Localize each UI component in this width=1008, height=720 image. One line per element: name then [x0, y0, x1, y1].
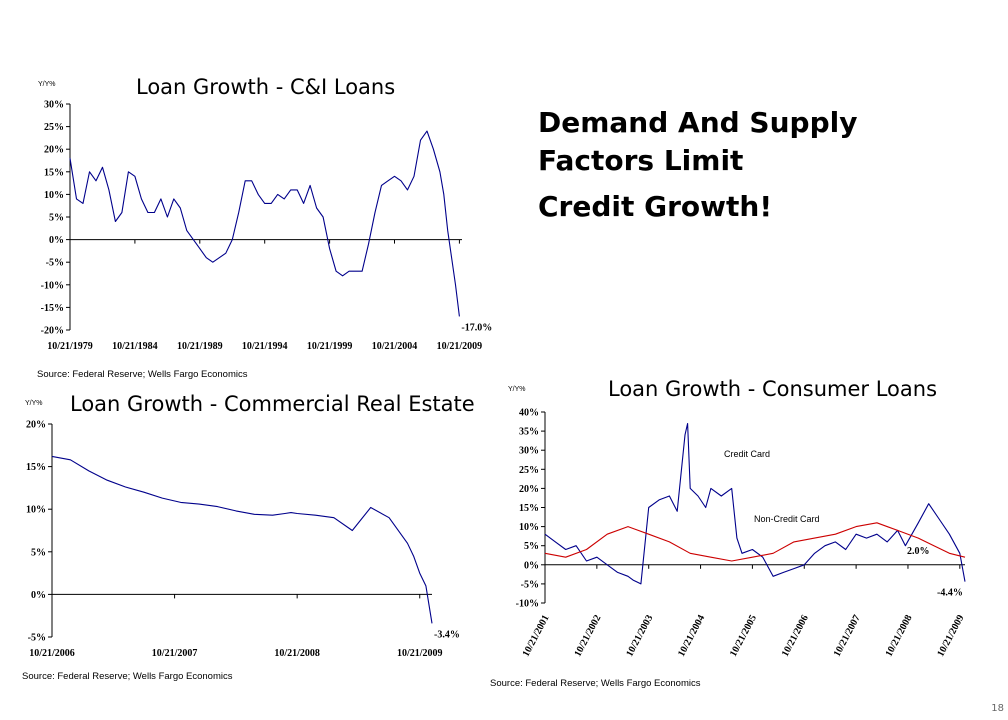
ci-x-tick-label: 10/21/1989: [177, 341, 223, 352]
ci-y-tick-label: 20%: [44, 145, 64, 156]
consumer-source: Source: Federal Reserve; Wells Fargo Eco…: [490, 678, 701, 689]
cre-x-tick-label: 10/21/2008: [274, 648, 320, 659]
consumer-x-tick-label: 10/21/2004: [676, 613, 707, 658]
cre-x-tick-label: 10/21/2007: [152, 648, 198, 659]
ci-y-tick-label: -15%: [41, 303, 64, 314]
ci-unit-label: Y/Y%: [38, 81, 56, 88]
consumer-chart-title: Loan Growth - Consumer Loans: [608, 377, 938, 401]
ci-source: Source: Federal Reserve; Wells Fargo Eco…: [37, 369, 248, 380]
cre-x-tick-label: 10/21/2006: [29, 648, 75, 659]
cre-source: Source: Federal Reserve; Wells Fargo Eco…: [22, 671, 233, 682]
ci-series-line-0: [69, 130, 460, 317]
ci-chart-title: Loan Growth - C&I Loans: [136, 75, 396, 99]
cre-plot: 20% 15% 10% 5% 0% -5% 10/21/2006 10/21/2007 10/2…: [26, 420, 460, 660]
consumer-y-tick-label: 5%: [524, 541, 539, 552]
cre-unit-label: Y/Y%: [25, 400, 43, 407]
ci-end-label: -17.0%: [461, 322, 492, 333]
consumer-x-tick-label: 10/21/2003: [624, 613, 655, 658]
cre-x-tick-label: 10/21/2009: [397, 648, 443, 659]
headline: Demand And Supply Factors Limit Credit G…: [538, 104, 968, 226]
ci-y-tick-label: -10%: [41, 280, 64, 291]
ci-x-tick-label: 10/21/2004: [372, 341, 418, 352]
ci-y-tick-label: 10%: [44, 190, 64, 201]
consumer-unit-label: Y/Y%: [508, 386, 526, 393]
ci-x-tick-label: 10/21/1999: [307, 341, 353, 352]
consumer-x-tick-label: 10/21/2001: [521, 613, 552, 658]
ci-y-tick-label: 0%: [49, 235, 64, 246]
consumer-series-name-0: Credit Card: [724, 449, 770, 459]
consumer-x-tick-label: 10/21/2007: [832, 613, 863, 658]
headline-line-2: Credit Growth!: [538, 190, 773, 223]
consumer-series-end-label-0: -4.4%: [937, 587, 963, 598]
consumer-x-tick-label: 10/21/2005: [728, 613, 759, 658]
ci-x-tick-label: 10/21/2009: [437, 341, 483, 352]
cre-chart-title: Loan Growth - Commercial Real Estate: [70, 392, 475, 416]
consumer-plot: 40% 35% 30% 25% 20% 15% 10% 5% 0% -5% -10% 10/21/20…: [516, 408, 967, 659]
ci-y-tick-label: -5%: [46, 258, 64, 269]
consumer-y-tick-label: 15%: [519, 503, 539, 514]
headline-line-1: Demand And Supply Factors Limit: [538, 106, 858, 177]
ci-x-tick-label: 10/21/1979: [47, 341, 93, 352]
consumer-y-tick-label: 20%: [519, 484, 539, 495]
consumer-y-tick-label: 10%: [519, 522, 539, 533]
cre-y-tick-label: 0%: [31, 590, 46, 601]
page-number: 18: [991, 703, 1004, 714]
consumer-series-end-label-1: 2.0%: [907, 546, 930, 557]
cre-y-tick-label: -5%: [28, 633, 46, 644]
ci-x-tick-label: 10/21/1984: [112, 341, 158, 352]
consumer-x-tick-label: 10/21/2008: [884, 613, 915, 658]
ci-y-tick-label: 25%: [44, 122, 64, 133]
cre-end-label: -3.4%: [434, 629, 460, 640]
ci-x-tick-label: 10/21/1994: [242, 341, 288, 352]
ci-y-tick-label: 30%: [44, 100, 64, 111]
ci-y-tick-label: 15%: [44, 167, 64, 178]
cre-y-tick-label: 20%: [26, 420, 46, 431]
cre-y-tick-label: 10%: [26, 505, 46, 516]
ci-plot: 30% 25% 20% 15% 10% 5% 0% -5% -10% -15% -20% 10/21/…: [41, 100, 493, 353]
consumer-y-tick-label: -10%: [516, 599, 539, 610]
consumer-x-tick-label: 10/21/2009: [935, 613, 966, 658]
cre-y-tick-label: 15%: [26, 462, 46, 473]
consumer-x-tick-label: 10/21/2002: [572, 613, 603, 658]
cre-series-line-0: [51, 455, 433, 624]
ci-y-tick-label: -20%: [41, 326, 64, 337]
consumer-x-tick-label: 10/21/2006: [780, 613, 811, 658]
consumer-series-line-0: [544, 422, 966, 585]
consumer-y-tick-label: 30%: [519, 446, 539, 457]
consumer-y-tick-label: 35%: [519, 427, 539, 438]
consumer-y-tick-label: 0%: [524, 560, 539, 571]
ci-y-tick-label: 5%: [49, 213, 64, 224]
consumer-y-tick-label: -5%: [521, 579, 539, 590]
cre-y-tick-label: 5%: [31, 547, 46, 558]
consumer-series-name-1: Non-Credit Card: [754, 514, 820, 524]
consumer-series-line-1: [544, 522, 966, 562]
consumer-y-tick-label: 40%: [519, 408, 539, 419]
consumer-y-tick-label: 25%: [519, 465, 539, 476]
